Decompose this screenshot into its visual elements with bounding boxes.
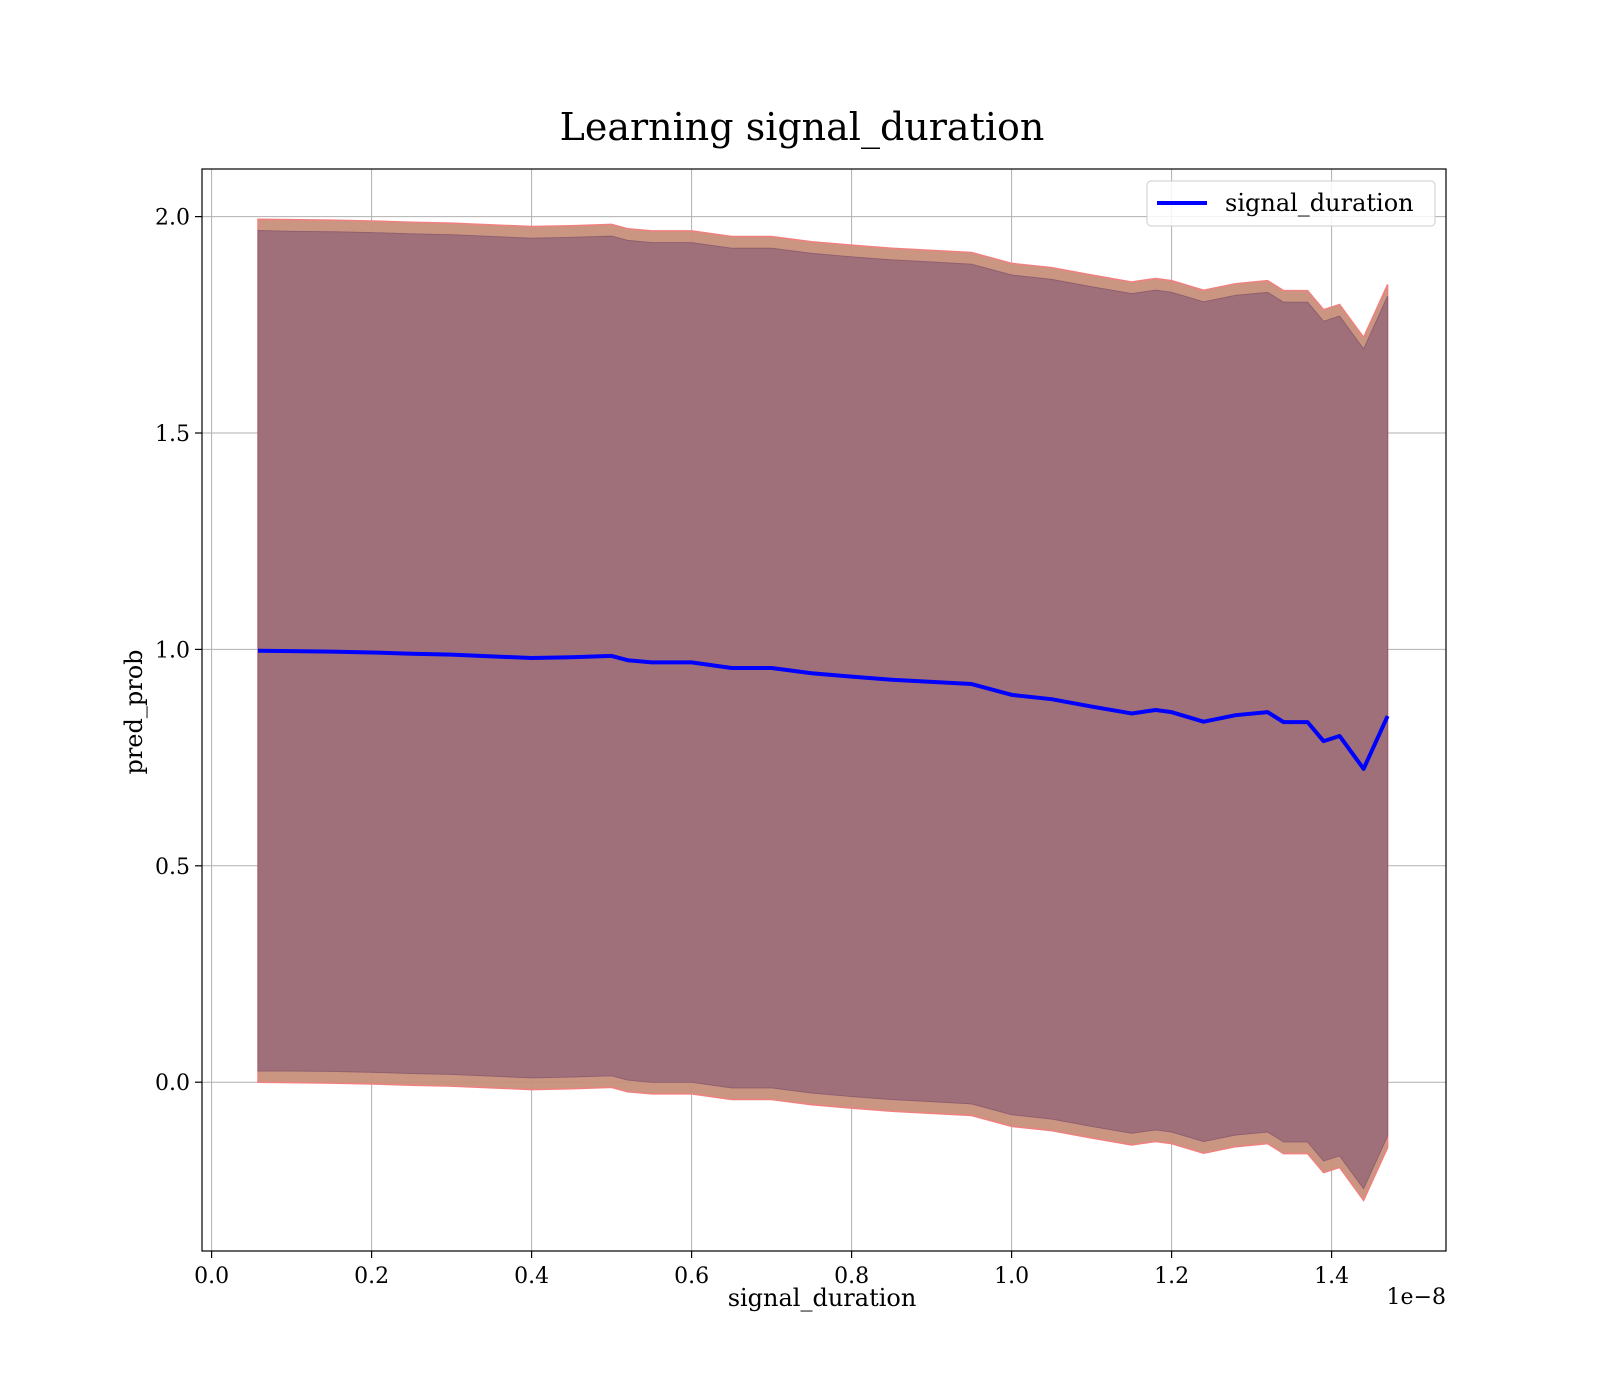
x-offset-text: 1e−8 <box>1387 1285 1446 1310</box>
chart-title: Learning signal_duration <box>560 105 1045 150</box>
plot-frame <box>201 168 1447 1252</box>
legend: signal_duration <box>1146 180 1436 227</box>
x-tick-label: 0.0 <box>194 1264 229 1289</box>
inner-confidence-band <box>257 229 1389 1190</box>
y-tick-label: 0.5 <box>155 855 190 880</box>
y-axis-label: pred_prob <box>120 649 148 774</box>
y-tick-label: 1.5 <box>155 422 190 447</box>
x-axis: 0.0 0.2 0.4 0.6 0.8 1.0 1.2 1.4 <box>194 1251 1349 1289</box>
y-tick-label: 2.0 <box>155 206 190 231</box>
y-tick-label: 1.0 <box>155 638 190 663</box>
x-axis-label: signal_duration <box>728 1284 917 1312</box>
x-tick-label: 0.6 <box>674 1264 709 1289</box>
x-tick-label: 0.4 <box>514 1264 549 1289</box>
x-tick-label: 0.2 <box>354 1264 389 1289</box>
legend-box <box>1146 180 1436 227</box>
x-tick-label: 1.4 <box>1314 1264 1349 1289</box>
x-tick-label: 0.8 <box>834 1264 869 1289</box>
y-axis: 0.0 0.5 1.0 1.5 2.0 <box>155 206 202 1096</box>
legend-label: signal_duration <box>1225 189 1414 217</box>
plot-area <box>201 168 1447 1252</box>
y-tick-label: 0.0 <box>155 1071 190 1096</box>
series-line-signal-duration <box>257 648 1390 771</box>
x-tick-label: 1.0 <box>994 1264 1029 1289</box>
x-tick-label: 1.2 <box>1154 1264 1189 1289</box>
